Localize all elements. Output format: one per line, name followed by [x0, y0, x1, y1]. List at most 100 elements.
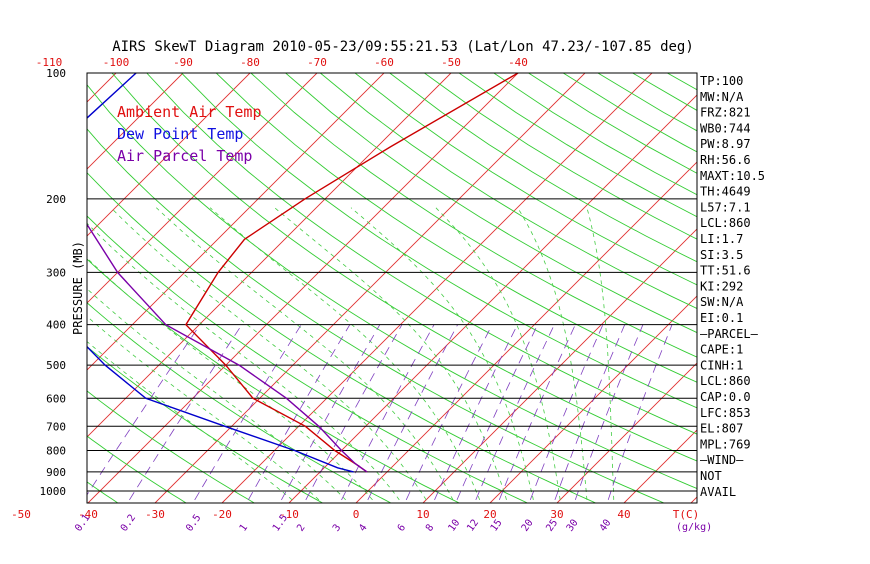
pressure-tick-label: 300 — [46, 266, 66, 279]
stat-entry: PW:8.97 — [700, 137, 751, 151]
mixing-ratio-tick-label: 12 — [465, 518, 481, 534]
stat-entry: FRZ:821 — [700, 106, 751, 120]
top-temp-tick-label: -70 — [307, 56, 327, 69]
top-temperature-tick-labels: -120-110-100-90-80-70-60-50-40 — [0, 56, 528, 69]
stat-entry: WB0:744 — [700, 121, 751, 135]
bottom-temp-tick-label: -20 — [212, 508, 232, 521]
bottom-temp-tick-label: 40 — [617, 508, 630, 521]
mixing-ratio-line — [575, 325, 643, 500]
stat-entry: SI:3.5 — [700, 248, 743, 262]
pressure-tick-label: 700 — [46, 420, 66, 433]
pressure-tick-label: 1000 — [40, 485, 67, 498]
isotherm-line — [490, 73, 870, 503]
mixing-ratio-tick-label: 6 — [396, 522, 408, 533]
bottom-temp-tick-label: 0 — [353, 508, 360, 521]
bottom-temp-tick-label: -50 — [11, 508, 31, 521]
dry-adiabat-line — [0, 73, 118, 503]
mixing-ratio-tick-label: 4 — [357, 522, 369, 533]
isotherm-line — [423, 73, 853, 503]
mixing-ratio-tick-label: 20 — [520, 518, 536, 534]
stat-entry: LCL:860 — [700, 374, 751, 388]
stat-entry: KI:292 — [700, 279, 743, 293]
stats-panel: TP:100MW:N/AFRZ:821WB0:744PW:8.97RH:56.6… — [700, 74, 765, 499]
stat-entry: RH:56.6 — [700, 153, 751, 167]
stat-entry: CINH:1 — [700, 358, 743, 372]
isotherm-line — [0, 73, 116, 503]
top-temp-tick-label: -80 — [240, 56, 260, 69]
stat-entry: TT:51.6 — [700, 264, 751, 278]
stat-entry: NOT — [700, 469, 722, 483]
stat-entry: SW:N/A — [700, 295, 744, 309]
dry-adiabat-line — [320, 73, 870, 503]
stat-entry: CAP:0.0 — [700, 390, 751, 404]
bottom-temp-tick-label: -30 — [145, 508, 165, 521]
stat-entry: AVAIL — [700, 485, 736, 499]
mixing-ratio-line — [368, 325, 458, 500]
stat-entry: CAPE:1 — [700, 343, 743, 357]
top-temp-tick-label: -40 — [508, 56, 528, 69]
mixing-ratio-line — [530, 325, 603, 500]
top-temp-tick-label: -60 — [374, 56, 394, 69]
top-temp-tick-label: -110 — [36, 56, 63, 69]
chart-title: AIRS SkewT Diagram 2010-05-23/09:55:21.5… — [112, 39, 694, 55]
pressure-tick-label: 800 — [46, 444, 66, 457]
legend-entry: Dew Point Temp — [117, 125, 243, 143]
stat-entry: TP:100 — [700, 74, 743, 88]
pressure-tick-label: 900 — [46, 466, 66, 479]
pressure-tick-label: 500 — [46, 359, 66, 372]
stat-entry: L57:7.1 — [700, 200, 751, 214]
legend-entry: Ambient Air Temp — [117, 103, 262, 121]
stat-entry: —WIND— — [700, 453, 744, 467]
mixing-ratio-tick-label: 0.2 — [119, 513, 138, 534]
pressure-tick-label: 200 — [46, 193, 66, 206]
y-axis-label: PRESSURE (MB) — [71, 241, 85, 335]
stat-entry: LFC:853 — [700, 406, 751, 420]
mixing-ratio-tick-label: 1 — [238, 522, 250, 533]
stat-entry: MAXT:10.5 — [700, 169, 765, 183]
stat-entry: MPL:769 — [700, 437, 751, 451]
moist-adiabat-line — [0, 208, 292, 500]
mixing-ratio-tick-label: 40 — [598, 518, 614, 534]
dry-adiabat-line — [633, 73, 870, 503]
dry-adiabat-line — [8, 73, 596, 503]
mixing-ratio-line — [342, 325, 435, 500]
stat-entry: LCL:860 — [700, 216, 751, 230]
mixing-ratio-line — [248, 325, 349, 500]
dry-adiabat-line — [182, 73, 870, 503]
mixing-ratio-tick-label: 8 — [424, 522, 436, 533]
dry-adiabat-line — [147, 73, 869, 503]
mixing-ratio-line — [281, 325, 379, 500]
mixing-ratio-tick-label: 10 — [446, 518, 462, 534]
mixing-ratio-tick-label: 2 — [295, 522, 307, 533]
stat-entry: LI:1.7 — [700, 232, 743, 246]
stat-entry: EL:807 — [700, 422, 743, 436]
mixing-ratio-line — [84, 325, 200, 500]
legend-entry: Air Parcel Temp — [117, 147, 252, 165]
top-temp-tick-label: -100 — [103, 56, 130, 69]
stat-entry: —PARCEL— — [700, 327, 759, 341]
top-temp-tick-label: -50 — [441, 56, 461, 69]
isotherm-line — [0, 73, 49, 503]
pressure-tick-label: 400 — [46, 319, 66, 332]
dry-adiabat-line — [494, 73, 870, 503]
moist-adiabat-line — [210, 208, 480, 500]
mixing-ratio-line — [476, 325, 555, 500]
mixing-ratio-line — [195, 325, 302, 500]
dry-adiabat-line — [424, 73, 870, 503]
top-temp-tick-label: -90 — [173, 56, 193, 69]
legend: Ambient Air Temp Dew Point Temp Air Parcel… — [117, 103, 262, 165]
mixing-ratio-unit-label: (g/kg) — [676, 522, 712, 533]
stat-entry: EI:0.1 — [700, 311, 743, 325]
mixing-ratio-tick-label: 3 — [331, 522, 343, 533]
isotherm-line — [758, 73, 870, 503]
mixing-ratio-line — [406, 325, 492, 500]
dry-adiabat-line — [355, 73, 870, 503]
mixing-ratio-tick-label: 0.5 — [184, 513, 203, 534]
x-axis-label: T(C) — [673, 508, 700, 521]
bottom-temp-tick-label: 10 — [416, 508, 429, 521]
dry-adiabat-line — [390, 73, 870, 503]
